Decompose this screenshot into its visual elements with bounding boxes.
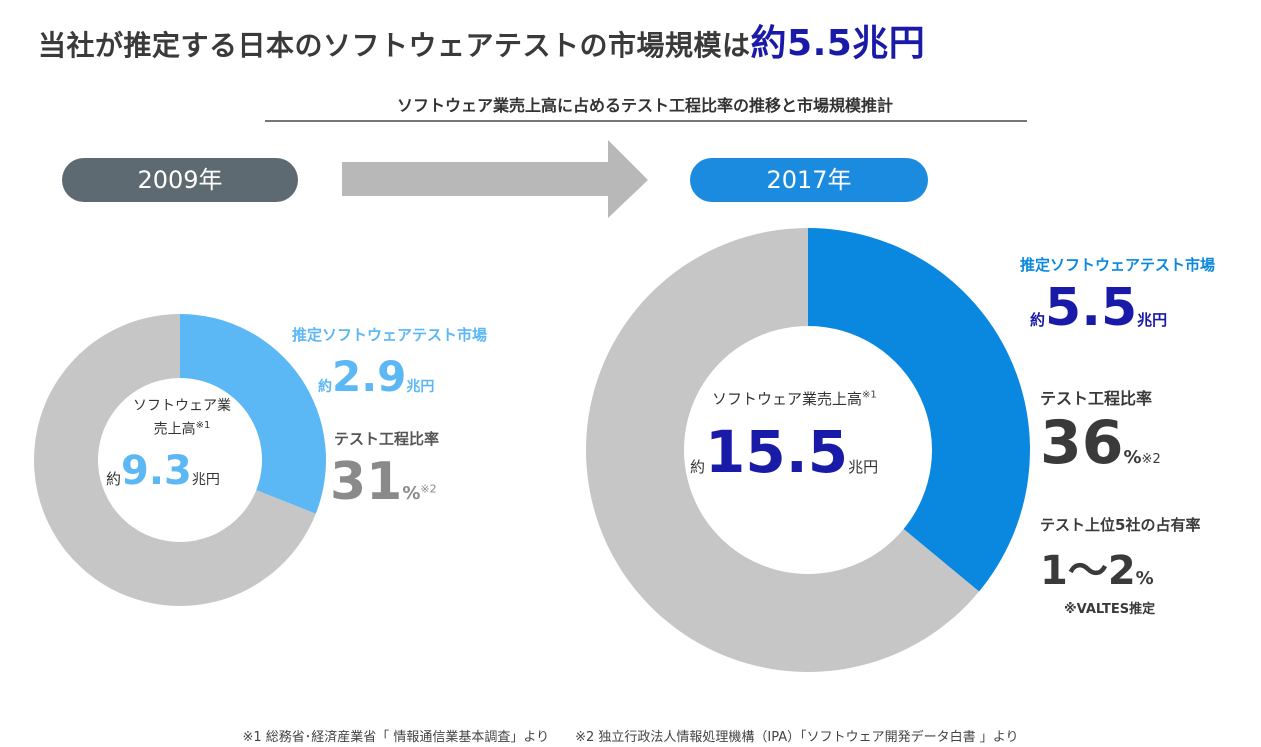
right-center-value-group: 約15.5兆円 — [690, 418, 878, 488]
left-market-prefix: 約 — [318, 379, 332, 395]
subtitle-underline — [265, 120, 1027, 122]
right-center-value: 15.5 — [705, 418, 849, 486]
right-arrow-icon — [342, 140, 648, 218]
left-market-unit: 兆円 — [406, 379, 435, 395]
left-ratio-unit: % — [402, 483, 421, 504]
left-center-note: ※1 — [195, 420, 211, 431]
right-center-note: ※1 — [862, 389, 877, 401]
year-badge-2009: 2009年 — [62, 158, 298, 202]
right-market-value-group: 約5.5兆円 — [1030, 278, 1167, 338]
donut-chart-2009 — [34, 314, 326, 606]
left-center-value: 9.3 — [121, 448, 192, 494]
right-ratio-note: ※2 — [1141, 452, 1161, 467]
left-center-unit: 兆円 — [191, 472, 220, 488]
right-ratio-value-group: 36%※2 — [1040, 408, 1161, 478]
right-ratio-label: テスト工程比率 — [1040, 389, 1153, 408]
left-center-label: ソフトウェア業 売上高※1 — [112, 396, 252, 440]
page-title: 当社が推定する日本のソフトウェアテストの市場規模は約5.5兆円 — [38, 14, 925, 66]
right-market-value: 5.5 — [1045, 278, 1138, 338]
left-center-line2: 売上高 — [153, 421, 196, 438]
footnote: ※1 総務省･経済産業省「 情報通信業基本調査」より ※2 独立行政法人情報処理… — [242, 730, 1019, 745]
slice-other-2017 — [586, 228, 980, 672]
left-market-value-group: 約2.9兆円 — [318, 352, 434, 401]
left-ratio-value-group: 31%※2 — [330, 452, 437, 512]
right-share-unit: % — [1135, 568, 1154, 589]
right-market-unit: 兆円 — [1137, 311, 1168, 329]
right-share-value: 1〜2 — [1040, 548, 1136, 594]
slice-other-2009 — [34, 314, 316, 606]
right-center-unit: 兆円 — [848, 458, 879, 476]
chart-subtitle: ソフトウェア業売上高に占めるテスト工程比率の推移と市場規模推計 — [396, 96, 893, 115]
left-market-value: 2.9 — [332, 352, 407, 401]
right-share-value-group: 1〜2% — [1040, 538, 1154, 596]
right-market-label: 推定ソフトウェアテスト市場 — [1020, 256, 1216, 274]
right-center-label: ソフトウェア業売上高 — [712, 390, 863, 408]
right-ratio-unit: % — [1123, 447, 1142, 468]
left-market-label: 推定ソフトウェアテスト市場 — [292, 326, 488, 344]
left-center-line1: ソフトウェア業 — [133, 398, 231, 414]
left-center-value-group: 約9.3兆円 — [106, 448, 220, 494]
slice-test-2017 — [808, 228, 1030, 592]
right-share-note: ※VALTES推定 — [1064, 602, 1156, 617]
right-center-label-group: ソフトウェア業売上高※1 — [712, 388, 877, 409]
title-prefix: 当社が推定する日本のソフトウェアテストの市場規模は — [38, 29, 751, 62]
year-badge-2017: 2017年 — [690, 158, 928, 202]
right-center-prefix: 約 — [690, 458, 706, 476]
donut-chart-2017 — [586, 228, 1030, 672]
slice-test-2009 — [180, 314, 326, 514]
left-ratio-label: テスト工程比率 — [334, 430, 440, 448]
title-highlight: 約5.5兆円 — [750, 23, 926, 64]
left-center-prefix: 約 — [106, 470, 122, 488]
right-market-prefix: 約 — [1030, 311, 1046, 329]
left-ratio-value: 31 — [330, 452, 403, 512]
left-ratio-note: ※2 — [420, 482, 437, 496]
right-share-label: テスト上位5社の占有率 — [1040, 516, 1201, 534]
right-ratio-value: 36 — [1040, 408, 1124, 478]
